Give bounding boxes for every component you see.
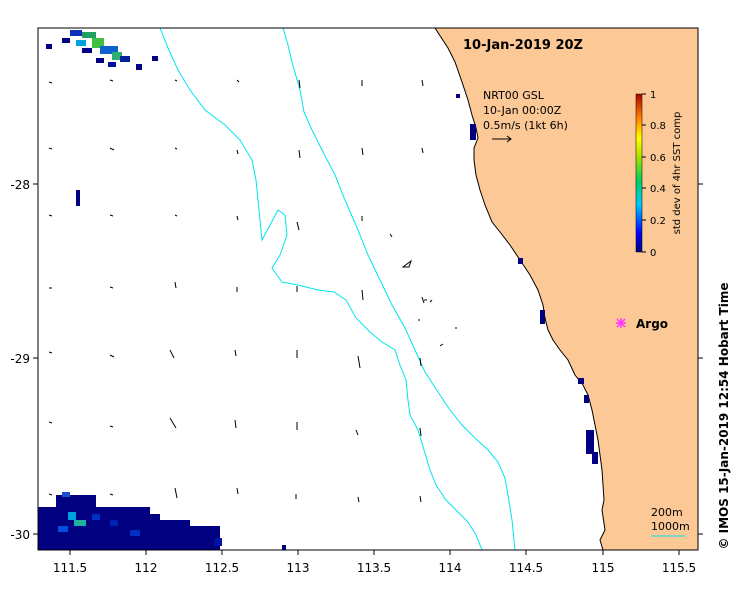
x-tick-label: 114 <box>439 561 462 575</box>
x-tick-label: 112 <box>135 561 158 575</box>
colorbar-tick-label: 1 <box>650 90 656 101</box>
sst-pixels-south <box>38 492 222 550</box>
argo-float-marker[interactable] <box>616 318 626 328</box>
colorbar-tick-label: 0.4 <box>650 184 666 195</box>
x-tick-label: 115 <box>592 561 615 575</box>
x-tick-label: 113.5 <box>357 561 391 575</box>
x-tick-label: 112.5 <box>205 561 239 575</box>
map-title: 10-Jan-2019 20Z <box>463 38 583 53</box>
islands <box>401 259 457 347</box>
y-tick-label: -29 <box>10 352 30 366</box>
current-legend-line2: 10-Jan 00:00Z <box>483 104 562 117</box>
x-tick-label: 114.5 <box>509 561 543 575</box>
x-tick-label: 113 <box>287 561 310 575</box>
isobath-1000m <box>159 28 483 550</box>
x-tick-label: 111.5 <box>53 561 87 575</box>
sst-pixels-north <box>46 30 158 70</box>
colorbar-title: std dev of 4hr SST comp <box>672 112 683 235</box>
argo-label: Argo <box>636 317 668 331</box>
imos-credit: © IMOS 15-Jan-2019 12:54 Hobart Time <box>717 282 731 549</box>
y-tick-label: -28 <box>10 178 30 192</box>
y-ticks <box>33 183 703 535</box>
current-legend-line1: NRT00 GSL <box>483 89 545 102</box>
x-tick-label: 115.5 <box>662 561 696 575</box>
current-scale-arrow <box>492 135 512 143</box>
plot-frame <box>37 27 699 551</box>
isobath-200m <box>282 28 516 550</box>
sst-pixels-coastal <box>76 94 598 550</box>
colorbar-tick-label: 0 <box>650 248 656 259</box>
isobath-legend-1000m: 1000m <box>651 520 690 533</box>
current-legend-line3: 0.5m/s (1kt 6h) <box>483 119 568 132</box>
current-vectors <box>48 79 425 503</box>
y-tick-label: -30 <box>10 528 30 542</box>
x-ticks <box>69 550 680 555</box>
colorbar-tick-label: 0.2 <box>650 216 666 227</box>
colorbar <box>635 93 643 253</box>
colorbar-ticks <box>642 93 646 253</box>
colorbar-tick-label: 0.6 <box>650 153 666 164</box>
isobath-legend-200m: 200m <box>651 506 683 519</box>
colorbar-tick-label: 0.8 <box>650 121 666 132</box>
